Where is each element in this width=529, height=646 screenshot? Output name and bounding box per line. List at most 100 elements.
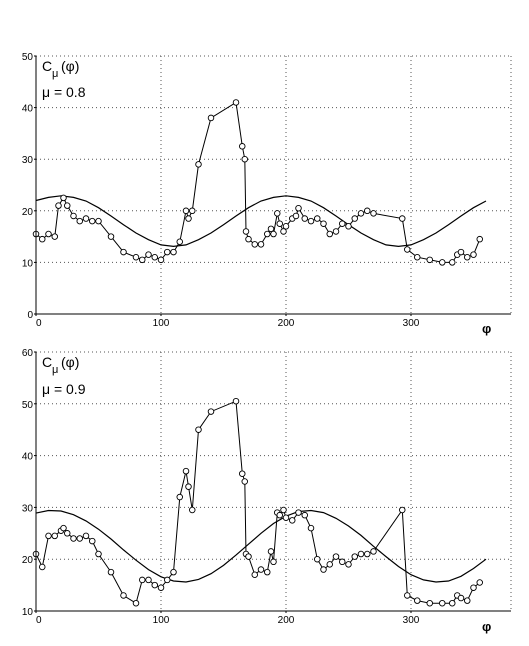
- data-point: [357, 550, 365, 558]
- data-point: [476, 579, 484, 586]
- data-point: [163, 576, 171, 584]
- data-point: [207, 114, 215, 122]
- data-point: [241, 478, 248, 485]
- x-tick-label: 200: [278, 615, 295, 626]
- data-point: [151, 253, 158, 261]
- y-tick-label: 10: [22, 258, 34, 269]
- smooth-curve-2: [35, 509, 487, 583]
- data-point: [145, 576, 152, 584]
- chart-title-arg-1: (φ): [61, 58, 79, 74]
- data-point: [301, 215, 309, 222]
- data-point: [439, 599, 446, 607]
- data-point: [242, 228, 250, 235]
- data-point: [364, 550, 371, 558]
- data-point: [357, 210, 365, 217]
- data-point: [60, 194, 67, 202]
- data-series-2: [32, 397, 484, 607]
- data-point: [45, 532, 52, 540]
- data-point: [232, 99, 240, 106]
- axes-2: [35, 352, 511, 612]
- data-point: [267, 548, 275, 555]
- data-point: [241, 155, 248, 163]
- smooth-curve-line: [35, 509, 487, 583]
- data-point: [132, 253, 140, 261]
- data-point: [39, 563, 46, 571]
- data-point: [404, 246, 411, 253]
- chart-title-arg-2: (φ): [61, 354, 79, 370]
- data-point: [51, 233, 59, 240]
- data-point: [320, 220, 327, 227]
- x-tick-label: 300: [403, 615, 420, 626]
- data-point: [107, 568, 115, 576]
- data-point: [464, 597, 471, 604]
- data-point: [170, 248, 177, 256]
- y-tick-label: 40: [22, 104, 34, 115]
- data-point: [55, 202, 62, 209]
- y-tick-label: 0: [27, 310, 33, 321]
- data-point: [270, 230, 277, 238]
- param-label-1: μ = 0.8: [42, 84, 86, 100]
- data-point: [182, 207, 190, 215]
- data-point: [339, 220, 346, 227]
- data-point: [170, 568, 177, 576]
- ticks-2: 10 20 30 40 50 60 0 100 200 300: [22, 348, 420, 626]
- data-point: [464, 253, 471, 261]
- data-point: [295, 204, 302, 212]
- y-tick-label: 60: [22, 348, 34, 359]
- data-point: [295, 509, 302, 516]
- data-point: [370, 548, 377, 555]
- y-tick-label: 30: [22, 155, 34, 166]
- series-line: [35, 101, 481, 263]
- x-tick-label: 300: [403, 318, 420, 329]
- data-point: [314, 215, 321, 222]
- data-point: [470, 251, 477, 258]
- y-tick-label: 50: [22, 52, 34, 63]
- data-point: [157, 584, 165, 591]
- data-point: [399, 215, 406, 222]
- data-point: [176, 238, 183, 246]
- data-point: [370, 210, 377, 217]
- data-point: [257, 241, 265, 248]
- x-axis-label-2: φ: [482, 619, 491, 634]
- data-point: [70, 535, 77, 542]
- data-point: [320, 566, 327, 573]
- ticks-1: 0 10 20 30 40 50 0 100 200 300: [22, 52, 420, 329]
- data-point: [245, 235, 252, 243]
- x-tick-label: 100: [153, 318, 170, 329]
- chart-panel-2: 10 20 30 40 50 60 0 100 200 300 C μ (φ) μ = 0.9 φ: [22, 348, 512, 634]
- x-axis-label-1: φ: [482, 321, 491, 336]
- data-point: [476, 235, 484, 243]
- data-point: [95, 217, 102, 225]
- data-point: [157, 256, 165, 264]
- data-point: [251, 241, 258, 248]
- data-point: [132, 599, 140, 607]
- data-point: [276, 220, 284, 227]
- data-point: [257, 566, 265, 573]
- chart-title-base-2: C: [42, 354, 52, 370]
- data-point: [63, 530, 71, 537]
- data-point: [270, 558, 277, 566]
- data-point: [414, 253, 421, 261]
- data-point: [76, 217, 83, 225]
- data-point: [399, 506, 406, 514]
- data-point: [292, 212, 300, 220]
- data-point: [163, 248, 171, 256]
- data-point: [457, 248, 465, 256]
- data-point: [264, 230, 271, 238]
- data-point: [289, 517, 296, 524]
- data-point: [307, 524, 315, 532]
- data-point: [238, 143, 246, 150]
- data-point: [51, 532, 59, 540]
- data-point: [138, 256, 146, 264]
- data-point: [274, 210, 281, 217]
- data-point: [182, 467, 190, 475]
- data-point: [404, 592, 411, 599]
- chart-panel-1: 0 10 20 30 40 50 0 100 200 300 C μ (φ) μ = 0.8 φ: [22, 52, 512, 336]
- data-point: [88, 537, 96, 545]
- data-point: [195, 426, 202, 433]
- data-point: [351, 215, 359, 222]
- data-point: [138, 576, 146, 584]
- grid-2: [36, 351, 512, 611]
- data-point: [120, 248, 127, 256]
- data-point: [232, 397, 240, 405]
